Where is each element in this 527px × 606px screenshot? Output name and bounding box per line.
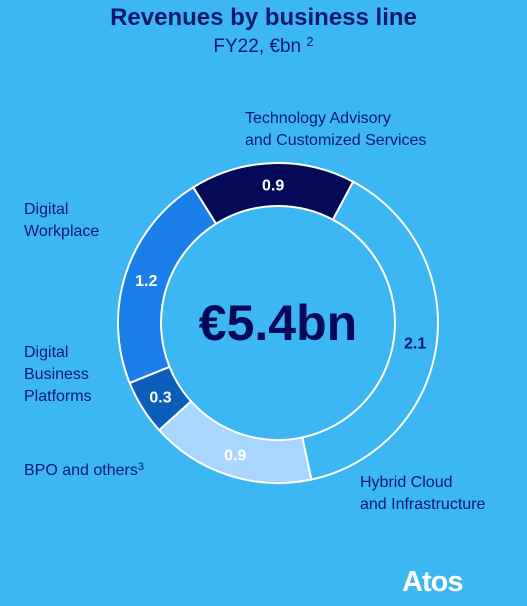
donut-slice-4	[117, 185, 218, 385]
label-digital-workplace-line2: Workplace	[24, 223, 100, 240]
donut-value-label-3: 0.3	[149, 389, 171, 406]
label-technology-advisory-line1: Technology Advisory	[245, 110, 391, 127]
donut-value-label-1: 2.1	[404, 335, 426, 352]
label-hybrid-cloud: Hybrid Cloud and Infrastructure	[360, 472, 485, 516]
label-digital-workplace-line1: Digital	[24, 201, 69, 218]
subtitle-text: FY22, €bn	[213, 36, 302, 57]
donut-value-label-0: 0.9	[262, 178, 284, 195]
atos-logo: Atos	[402, 566, 463, 598]
label-hybrid-cloud-line2: and Infrastructure	[360, 496, 486, 513]
label-bpo: BPO and others3	[24, 456, 144, 482]
label-technology-advisory: Technology Advisory and Customized Servi…	[245, 108, 426, 152]
label-digital-business-line2: Business	[24, 366, 89, 383]
donut-slice-1	[301, 180, 439, 481]
chart-title: Revenues by business line	[110, 4, 417, 31]
label-digital-business-line1: Digital	[24, 344, 69, 361]
label-bpo-footnote: 3	[137, 461, 144, 473]
label-digital-business-platforms: Digital Business Platforms	[24, 342, 92, 408]
donut-center-total: €5.4bn	[199, 295, 357, 351]
label-hybrid-cloud-line1: Hybrid Cloud	[360, 474, 453, 491]
donut-value-label-4: 1.2	[135, 273, 157, 290]
donut-slice-2	[157, 399, 313, 484]
donut-value-label-2: 0.9	[224, 448, 246, 465]
label-technology-advisory-line2: and Customized Services	[245, 132, 427, 149]
label-digital-business-line3: Platforms	[24, 388, 92, 405]
chart-subtitle: FY22, €bn 2	[0, 34, 527, 58]
subtitle-footnote: 2	[306, 34, 314, 49]
label-digital-workplace: Digital Workplace	[24, 199, 99, 243]
label-bpo-text: BPO and others	[24, 462, 138, 479]
